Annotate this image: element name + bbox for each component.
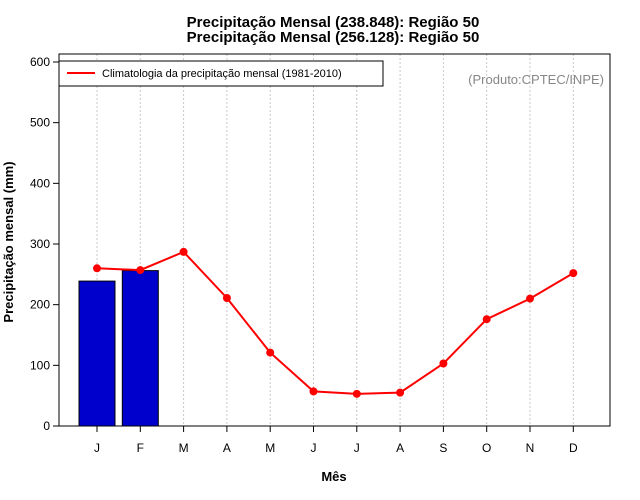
bar: [78, 280, 116, 427]
y-tick-label: 0: [43, 419, 50, 433]
x-tick-label: M: [179, 441, 189, 455]
bar: [121, 270, 159, 427]
legend: Climatologia da precipitação mensal (198…: [58, 60, 384, 87]
series-line: [96, 250, 574, 395]
legend-box: [58, 60, 384, 87]
y-tick-label: 200: [30, 298, 50, 312]
data-point: [222, 293, 231, 302]
data-point: [266, 348, 275, 357]
vertical-grid: [96, 54, 574, 426]
data-point: [482, 315, 491, 324]
x-tick-label: F: [137, 441, 144, 455]
legend-entry-climatology: Climatologia da precipitação mensal (198…: [102, 68, 342, 80]
data-point: [439, 359, 448, 368]
data-point: [179, 247, 188, 256]
bar-series: [78, 270, 159, 427]
y-axis: 0 100 200 300 400 500 600: [30, 55, 59, 433]
plot-frame: [58, 53, 611, 427]
x-tick-label: J: [311, 441, 317, 455]
x-tick-label: O: [482, 441, 491, 455]
x-tick-label: D: [569, 441, 578, 455]
data-point: [136, 266, 145, 275]
y-tick-label: 400: [30, 176, 50, 190]
x-tick-label: M: [265, 441, 275, 455]
x-tick-label: J: [94, 441, 100, 455]
product-credit: (Produto:CPTEC/INPE): [468, 72, 604, 87]
data-point: [569, 269, 578, 278]
y-tick-label: 100: [30, 358, 50, 372]
x-axis-label: Mês: [321, 469, 346, 484]
x-tick-label: N: [526, 441, 535, 455]
chart-title-line-2: Precipitação Mensal (256.128): Região 50: [187, 29, 480, 46]
y-tick-label: 300: [30, 237, 50, 251]
y-tick-label: 500: [30, 116, 50, 130]
x-tick-label: S: [439, 441, 447, 455]
climatology-line-series: [93, 247, 578, 398]
chart-title-line-1: Precipitação Mensal (238.848): Região 50: [187, 14, 480, 31]
y-axis-label: Precipitação mensal (mm): [1, 161, 16, 322]
x-tick-label: A: [396, 441, 404, 455]
data-point: [396, 388, 405, 397]
data-point: [93, 264, 101, 273]
data-point: [526, 294, 534, 303]
data-point: [352, 389, 361, 398]
data-point: [309, 387, 318, 396]
x-tick-label: A: [223, 441, 231, 455]
x-tick-label: J: [354, 441, 360, 455]
y-tick-label: 600: [30, 55, 50, 69]
